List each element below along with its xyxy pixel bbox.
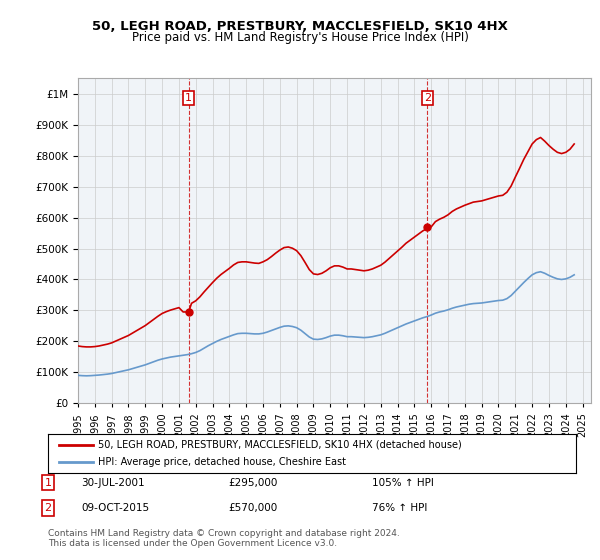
Text: HPI: Average price, detached house, Cheshire East: HPI: Average price, detached house, Ches… [98, 457, 346, 467]
Text: Contains HM Land Registry data © Crown copyright and database right 2024.
This d: Contains HM Land Registry data © Crown c… [48, 529, 400, 548]
Text: 50, LEGH ROAD, PRESTBURY, MACCLESFIELD, SK10 4HX: 50, LEGH ROAD, PRESTBURY, MACCLESFIELD, … [92, 20, 508, 32]
Text: £295,000: £295,000 [228, 478, 277, 488]
Text: Price paid vs. HM Land Registry's House Price Index (HPI): Price paid vs. HM Land Registry's House … [131, 31, 469, 44]
Text: 1: 1 [44, 478, 52, 488]
Text: 2: 2 [424, 93, 431, 103]
Text: 1: 1 [185, 93, 192, 103]
Text: 09-OCT-2015: 09-OCT-2015 [81, 503, 149, 513]
Text: 2: 2 [44, 503, 52, 513]
Text: 50, LEGH ROAD, PRESTBURY, MACCLESFIELD, SK10 4HX (detached house): 50, LEGH ROAD, PRESTBURY, MACCLESFIELD, … [98, 440, 462, 450]
Text: 105% ↑ HPI: 105% ↑ HPI [372, 478, 434, 488]
Text: £570,000: £570,000 [228, 503, 277, 513]
Text: 30-JUL-2001: 30-JUL-2001 [81, 478, 145, 488]
Text: 76% ↑ HPI: 76% ↑ HPI [372, 503, 427, 513]
